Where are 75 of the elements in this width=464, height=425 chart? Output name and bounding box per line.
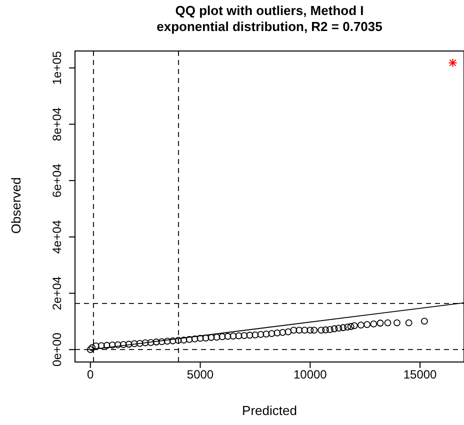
point (218, 333, 226, 340)
x-axis-title: Predicted (241, 403, 298, 418)
point (196, 334, 204, 342)
point (174, 336, 182, 344)
point (262, 330, 270, 338)
y-tick-label: 2e+04 (50, 276, 64, 310)
point (240, 332, 248, 339)
point (208, 334, 215, 341)
point (335, 324, 342, 332)
point (394, 319, 400, 326)
point (357, 322, 364, 329)
x-tick-label: 0 (87, 368, 94, 382)
point (322, 326, 329, 334)
x-tick-label: 5000 (186, 368, 214, 382)
point (86, 346, 94, 354)
point (318, 326, 325, 334)
point (92, 342, 100, 350)
point (224, 332, 232, 340)
point (130, 340, 138, 348)
x-tick-label: 15000 (403, 368, 438, 382)
point (306, 326, 314, 334)
point (268, 330, 276, 337)
point (376, 320, 384, 327)
point (279, 328, 286, 336)
point (364, 321, 371, 328)
point (164, 338, 171, 345)
point (340, 324, 347, 332)
point (169, 337, 176, 344)
point (405, 319, 412, 326)
point (158, 338, 166, 346)
point (350, 322, 358, 330)
chart-title: QQ plot with outliers, Method I (174, 3, 365, 19)
point (326, 326, 334, 334)
point (186, 336, 193, 343)
point (120, 341, 127, 348)
point (448, 58, 458, 68)
point (420, 318, 428, 325)
y-tick-label: 0e+00 (50, 332, 64, 366)
point (136, 340, 144, 347)
point (290, 326, 298, 334)
point (202, 334, 210, 342)
point (274, 330, 281, 336)
point (114, 341, 122, 348)
point (347, 323, 354, 330)
point (330, 325, 338, 332)
point (180, 336, 188, 344)
point (213, 334, 220, 341)
y-tick-label: 1e+05 (50, 50, 64, 85)
point (103, 342, 110, 349)
point (142, 339, 149, 346)
y-tick-label: 8e+04 (50, 107, 64, 142)
point (235, 332, 242, 340)
point (88, 344, 96, 352)
point (344, 324, 351, 331)
point (98, 342, 105, 350)
point (108, 342, 116, 349)
point (152, 338, 160, 346)
point (246, 332, 254, 339)
point (310, 326, 318, 334)
point (230, 332, 237, 340)
point (370, 320, 378, 328)
y-tick-label: 4e+04 (50, 220, 64, 254)
point (301, 326, 308, 334)
point (125, 340, 132, 348)
point (147, 339, 154, 346)
point (296, 326, 303, 334)
point (284, 328, 292, 336)
point (191, 335, 198, 342)
chart-subtitle: exponential distribution, R2 = 0.7035 (156, 19, 384, 35)
point (257, 330, 264, 338)
y-axis-title: Observed (8, 176, 24, 236)
x-tick-label: 10000 (293, 368, 328, 382)
point (384, 319, 392, 326)
point (252, 332, 259, 338)
y-tick-label: 6e+04 (50, 163, 64, 198)
